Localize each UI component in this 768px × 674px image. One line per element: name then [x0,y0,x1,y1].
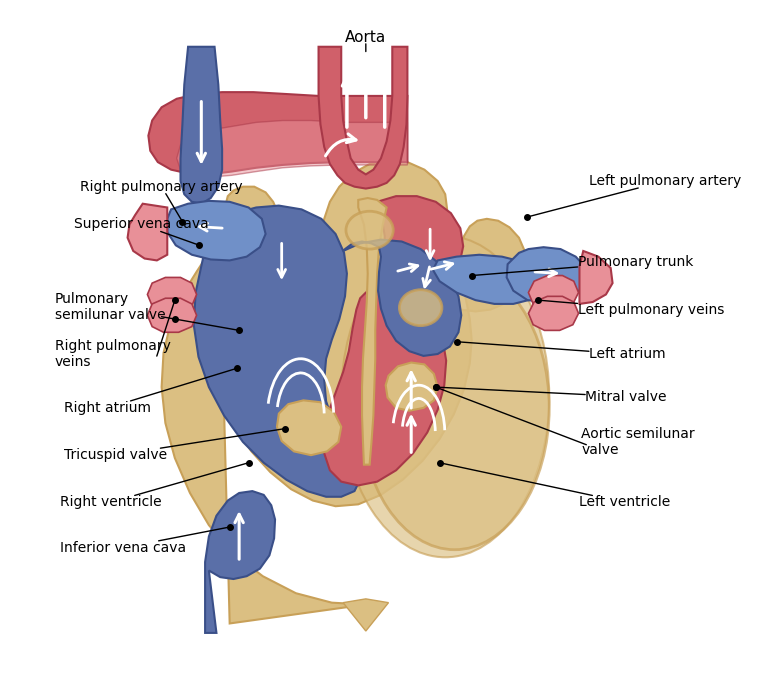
Polygon shape [205,491,275,633]
Text: Right pulmonary
veins: Right pulmonary veins [55,339,170,369]
Polygon shape [147,298,197,332]
Polygon shape [194,206,360,497]
Polygon shape [177,121,407,177]
Polygon shape [324,290,446,485]
Text: Right pulmonary artery: Right pulmonary artery [81,180,243,222]
Polygon shape [433,255,541,304]
Ellipse shape [341,236,549,557]
Text: Pulmonary trunk: Pulmonary trunk [472,255,693,276]
Polygon shape [167,201,266,260]
Polygon shape [161,160,527,623]
Polygon shape [277,400,341,455]
Text: Left pulmonary artery: Left pulmonary artery [528,174,741,217]
Polygon shape [580,251,613,304]
Text: Left atrium: Left atrium [456,342,666,361]
Text: Aorta: Aorta [345,30,386,44]
Polygon shape [319,47,407,189]
Polygon shape [507,247,586,302]
Polygon shape [127,204,167,260]
Text: Aortic semilunar
valve: Aortic semilunar valve [581,427,695,457]
Polygon shape [528,276,578,309]
Text: Right atrium: Right atrium [65,368,237,415]
Polygon shape [528,297,578,330]
Text: Left ventricle: Left ventricle [439,463,670,510]
Text: Inferior vena cava: Inferior vena cava [59,527,230,555]
Polygon shape [148,92,407,175]
Polygon shape [343,599,389,631]
Polygon shape [386,363,438,410]
Ellipse shape [360,266,549,550]
Text: Right ventricle: Right ventricle [59,463,249,510]
Text: Mitral valve: Mitral valve [435,387,667,404]
Ellipse shape [399,290,442,326]
Polygon shape [377,196,463,293]
Text: Superior vena cava: Superior vena cava [74,218,208,245]
Text: Tricuspid valve: Tricuspid valve [65,429,284,462]
Polygon shape [180,47,222,204]
Polygon shape [147,278,197,311]
Polygon shape [343,240,462,356]
Ellipse shape [346,211,393,249]
Polygon shape [358,198,386,464]
Text: Left pulmonary veins: Left pulmonary veins [538,300,724,317]
Text: Pulmonary
semilunar valve: Pulmonary semilunar valve [55,292,165,322]
